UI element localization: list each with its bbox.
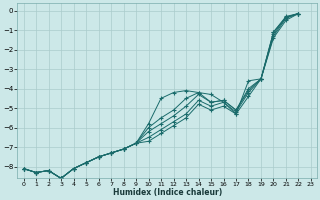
X-axis label: Humidex (Indice chaleur): Humidex (Indice chaleur) xyxy=(113,188,222,197)
